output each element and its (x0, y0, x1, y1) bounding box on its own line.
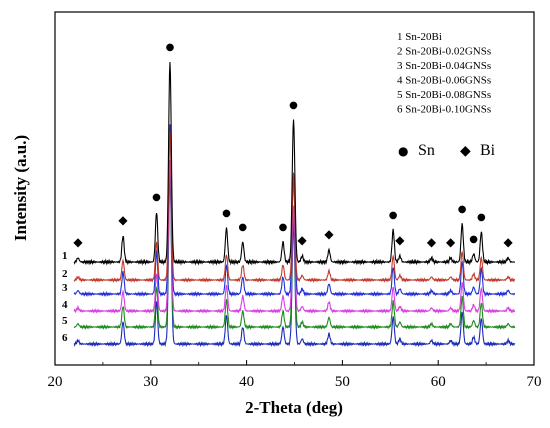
bi-peak-marker: ◆ (427, 235, 437, 249)
bi-peak-marker: ◆ (395, 233, 405, 247)
curve-label-3: 3 (62, 282, 68, 294)
curve-label-2: 2 (62, 268, 68, 280)
legend-entry: 2 Sn-20Bi-0.02GNSs (397, 46, 491, 58)
sn-peak-marker: ● (458, 204, 467, 215)
x-axis-title: 2-Theta (deg) (245, 398, 343, 417)
sn-peak-marker: ● (152, 192, 161, 203)
legend-entry: 1 Sn-20Bi (397, 31, 442, 43)
curve-label-5: 5 (62, 315, 68, 327)
y-axis-title: Intensity (a.u.) (11, 135, 30, 241)
sn-peak-marker: ● (389, 210, 398, 221)
x-tick-label: 40 (239, 374, 254, 390)
sn-legend-label: Sn (418, 142, 435, 159)
series-line-2 (73, 131, 516, 283)
bi-peak-marker: ◆ (73, 235, 83, 249)
sn-peak-marker: ● (469, 234, 478, 245)
curve-label-6: 6 (62, 332, 68, 344)
x-tick-label: 20 (48, 374, 63, 390)
sn-peak-marker: ● (166, 42, 175, 53)
curve-number-labels: 1 2 3 4 5 6 (62, 250, 68, 344)
curve-label-4: 4 (62, 299, 68, 311)
sn-peak-marker: ● (222, 208, 231, 219)
x-tick-label: 50 (335, 374, 350, 390)
sn-peak-marker: ● (279, 222, 288, 233)
legend-entry: 5 Sn-20Bi-0.08GNSs (397, 89, 491, 101)
series-line-1 (73, 62, 516, 266)
peak-markers: ◆ ◆ ● ● ● ● ● ● ◆ ◆ ● ◆ ◆ ◆ ● ● ● ◆ (73, 42, 513, 249)
bi-peak-marker: ◆ (504, 235, 514, 249)
sn-peak-marker: ● (238, 222, 247, 233)
bi-peak-marker: ◆ (118, 213, 128, 227)
x-tick-label: 70 (527, 374, 542, 390)
curve-label-1: 1 (62, 250, 68, 262)
legend: 1 Sn-20Bi 2 Sn-20Bi-0.02GNSs 3 Sn-20Bi-0.0… (397, 31, 491, 116)
x-tick-label: 60 (431, 374, 446, 390)
sn-peak-marker: ● (477, 212, 486, 223)
sn-legend-symbol: ● (398, 144, 408, 158)
bi-legend-label: Bi (480, 142, 496, 159)
legend-entry: 3 Sn-20Bi-0.04GNSs (397, 60, 491, 72)
diffraction-curves (73, 62, 516, 348)
x-tick-label: 30 (143, 374, 158, 390)
sn-peak-marker: ● (289, 100, 298, 111)
legend-entry: 6 Sn-20Bi-0.10GNSs (397, 104, 491, 116)
bi-legend-symbol: ◆ (460, 143, 471, 159)
bi-peak-marker: ◆ (298, 233, 308, 247)
bi-peak-marker: ◆ (446, 235, 456, 249)
bi-peak-marker: ◆ (324, 227, 334, 241)
marker-legend: ● Sn ◆ Bi (398, 142, 496, 159)
legend-entry: 4 Sn-20Bi-0.06GNSs (397, 75, 491, 87)
x-axis-ticks: 20 30 40 50 60 70 (48, 360, 542, 390)
